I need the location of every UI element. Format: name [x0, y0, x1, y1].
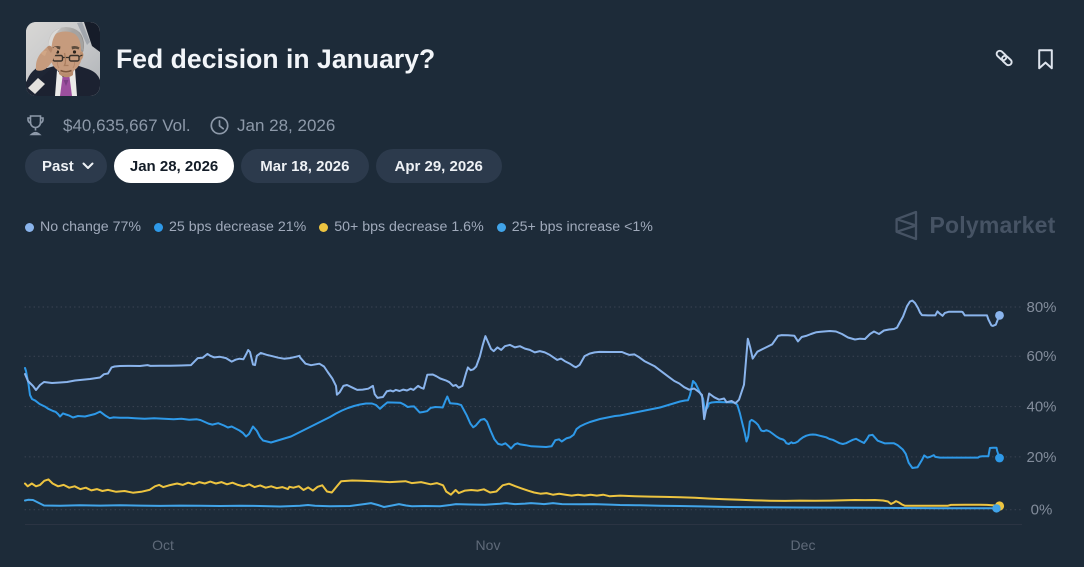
svg-text:60%: 60%	[1026, 348, 1056, 365]
svg-text:Nov: Nov	[476, 537, 501, 553]
svg-text:80%: 80%	[1026, 299, 1056, 316]
svg-text:Dec: Dec	[791, 537, 816, 553]
svg-text:40%: 40%	[1026, 399, 1056, 416]
svg-text:Oct: Oct	[152, 537, 174, 553]
svg-text:0%: 0%	[1031, 502, 1053, 519]
svg-text:20%: 20%	[1026, 449, 1056, 466]
